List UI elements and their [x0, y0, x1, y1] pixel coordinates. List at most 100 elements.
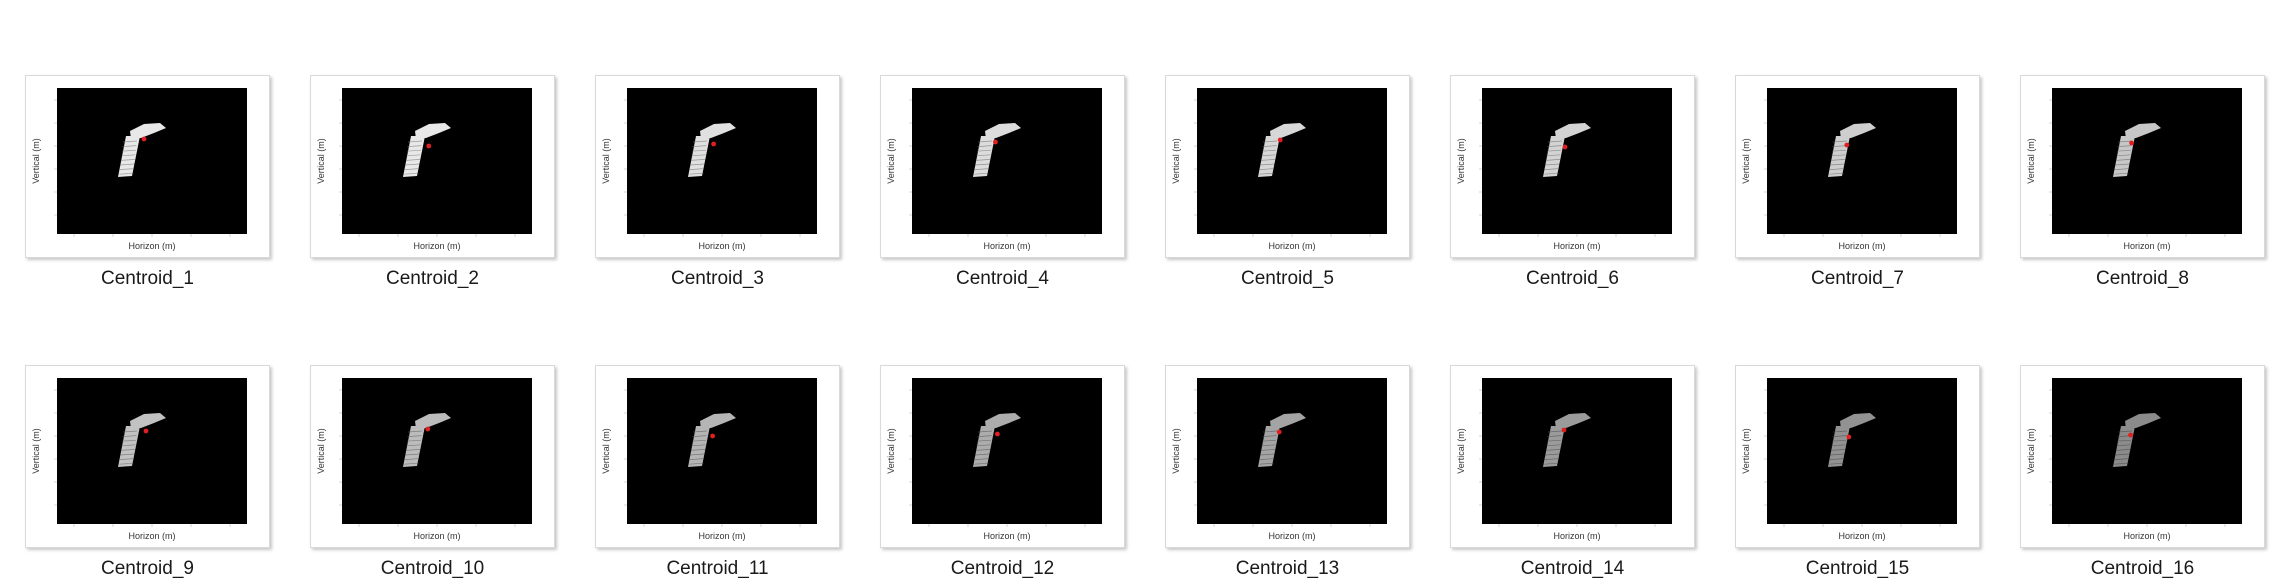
axis-ticks [909, 99, 1086, 237]
gallery-item[interactable]: Horizon (m) Vertical (m) Centroid_4 [880, 75, 1125, 295]
x-axis-label: Horizon (m) [983, 531, 1030, 541]
x-axis-label: Horizon (m) [1838, 531, 1885, 541]
thumbnail-image[interactable]: Horizon (m) Vertical (m) [310, 75, 555, 258]
axis-ticks [1479, 99, 1656, 237]
thumbnail-image[interactable]: Horizon (m) Vertical (m) [25, 365, 270, 548]
plot-area [1767, 88, 1957, 234]
x-axis-label: Horizon (m) [1838, 241, 1885, 251]
y-axis-label: Vertical (m) [886, 138, 896, 184]
centroid-marker [141, 136, 147, 142]
file-name-label[interactable]: Centroid_13 [1235, 558, 1340, 579]
file-name-label[interactable]: Centroid_7 [1811, 268, 1904, 289]
centroid-marker [710, 433, 715, 439]
centroid-marker [1844, 142, 1850, 148]
y-axis-label: Vertical (m) [2026, 428, 2036, 474]
thumbnail-image[interactable]: Horizon (m) Vertical (m) [595, 365, 840, 548]
x-axis-label: Horizon (m) [1553, 531, 1600, 541]
y-axis-label: Vertical (m) [1456, 428, 1466, 474]
file-name-label[interactable]: Centroid_3 [671, 268, 764, 289]
thumbnail-image[interactable]: Horizon (m) Vertical (m) [880, 75, 1125, 258]
y-axis-label: Vertical (m) [316, 428, 326, 474]
centroid-marker [711, 141, 716, 147]
thumbnail-image[interactable]: Horizon (m) Vertical (m) [2020, 75, 2265, 258]
gallery-item[interactable]: Horizon (m) Vertical (m) Centroid_15 [1735, 365, 1980, 585]
y-axis-label: Vertical (m) [1741, 138, 1751, 184]
file-name-label[interactable]: Centroid_12 [950, 558, 1055, 579]
file-name-label[interactable]: Centroid_2 [386, 268, 479, 289]
file-name-label[interactable]: Centroid_14 [1520, 558, 1625, 579]
plot-area [342, 378, 532, 524]
gallery-item[interactable]: Horizon (m) Vertical (m) Centroid_12 [880, 365, 1125, 585]
axis-ticks [2049, 389, 2226, 527]
plot-thumbnail: Horizon (m) Vertical (m) [2026, 378, 2242, 541]
gallery-item[interactable]: Horizon (m) Vertical (m) Centroid_1 [25, 75, 270, 295]
y-axis-label: Vertical (m) [316, 138, 326, 184]
thumbnail-image[interactable]: Horizon (m) Vertical (m) [2020, 365, 2265, 548]
gallery-item[interactable]: Horizon (m) Vertical (m) Centroid_2 [310, 75, 555, 295]
gallery-item[interactable]: Horizon (m) Vertical (m) Centroid_8 [2020, 75, 2265, 295]
gallery-item[interactable]: Horizon (m) Vertical (m) Centroid_11 [595, 365, 840, 585]
plot-area [2052, 88, 2242, 234]
file-name-label[interactable]: Centroid_5 [1241, 268, 1334, 289]
gallery-item[interactable]: Horizon (m) Vertical (m) Centroid_5 [1165, 75, 1410, 295]
thumbnail-image[interactable]: Horizon (m) Vertical (m) [1735, 365, 1980, 548]
thumbnail-image[interactable]: Horizon (m) Vertical (m) [595, 75, 840, 258]
gallery-item[interactable]: Horizon (m) Vertical (m) Centroid_16 [2020, 365, 2265, 585]
plot-area [1197, 378, 1387, 524]
thumbnail-image[interactable]: Horizon (m) Vertical (m) [310, 365, 555, 548]
gallery-item[interactable]: Horizon (m) Vertical (m) Centroid_10 [310, 365, 555, 585]
plot-area [627, 378, 817, 524]
gallery-item[interactable]: Horizon (m) Vertical (m) Centroid_7 [1735, 75, 1980, 295]
thumbnail-image[interactable]: Horizon (m) Vertical (m) [880, 365, 1125, 548]
axis-ticks [1479, 389, 1656, 527]
file-name-label[interactable]: Centroid_6 [1526, 268, 1619, 289]
gallery-item[interactable]: Horizon (m) Vertical (m) Centroid_3 [595, 75, 840, 295]
plot-thumbnail: Horizon (m) Vertical (m) [1171, 88, 1387, 251]
point-cloud [973, 413, 1021, 467]
file-name-label[interactable]: Centroid_11 [666, 558, 769, 579]
plot-thumbnail: Horizon (m) Vertical (m) [316, 378, 532, 541]
thumbnail-image[interactable]: Horizon (m) Vertical (m) [25, 75, 270, 258]
file-name-label[interactable]: Centroid_4 [956, 268, 1049, 289]
file-name-label[interactable]: Centroid_15 [1805, 558, 1910, 579]
x-axis-label: Horizon (m) [413, 241, 460, 251]
centroid-marker [426, 143, 432, 149]
x-axis-label: Horizon (m) [128, 531, 175, 541]
centroid-marker [995, 431, 1000, 437]
x-axis-label: Horizon (m) [1268, 241, 1315, 251]
x-axis-label: Horizon (m) [128, 241, 175, 251]
plot-area [57, 88, 247, 234]
centroid-marker [1562, 144, 1568, 150]
gallery-item[interactable]: Horizon (m) Vertical (m) Centroid_9 [25, 365, 270, 585]
thumbnail-image[interactable]: Horizon (m) Vertical (m) [1165, 365, 1410, 548]
x-axis-label: Horizon (m) [1553, 241, 1600, 251]
axis-ticks [54, 389, 231, 527]
axis-ticks [624, 99, 801, 237]
file-name-label[interactable]: Centroid_16 [2090, 558, 2195, 579]
file-name-label[interactable]: Centroid_1 [101, 268, 194, 289]
point-cloud [688, 123, 736, 177]
axis-ticks [2049, 99, 2226, 237]
thumbnail-image[interactable]: Horizon (m) Vertical (m) [1450, 365, 1695, 548]
plot-area [57, 378, 247, 524]
gallery-item[interactable]: Horizon (m) Vertical (m) Centroid_13 [1165, 365, 1410, 585]
axis-ticks [1764, 389, 1941, 527]
gallery-item[interactable]: Horizon (m) Vertical (m) Centroid_6 [1450, 75, 1695, 295]
file-name-label[interactable]: Centroid_9 [101, 558, 194, 579]
plot-thumbnail: Horizon (m) Vertical (m) [1171, 378, 1387, 541]
x-axis-label: Horizon (m) [2123, 241, 2170, 251]
thumbnail-image[interactable]: Horizon (m) Vertical (m) [1450, 75, 1695, 258]
y-axis-label: Vertical (m) [31, 428, 41, 474]
file-name-label[interactable]: Centroid_8 [2096, 268, 2189, 289]
gallery-item[interactable]: Horizon (m) Vertical (m) Centroid_14 [1450, 365, 1695, 585]
thumbnail-image[interactable]: Horizon (m) Vertical (m) [1735, 75, 1980, 258]
plot-thumbnail: Horizon (m) Vertical (m) [2026, 88, 2242, 251]
y-axis-label: Vertical (m) [31, 138, 41, 184]
point-cloud [1258, 413, 1306, 467]
point-cloud [1543, 123, 1591, 177]
centroid-marker [2128, 432, 2133, 438]
thumbnail-image[interactable]: Horizon (m) Vertical (m) [1165, 75, 1410, 258]
plot-thumbnail: Horizon (m) Vertical (m) [31, 88, 247, 251]
file-name-label[interactable]: Centroid_10 [380, 558, 485, 579]
